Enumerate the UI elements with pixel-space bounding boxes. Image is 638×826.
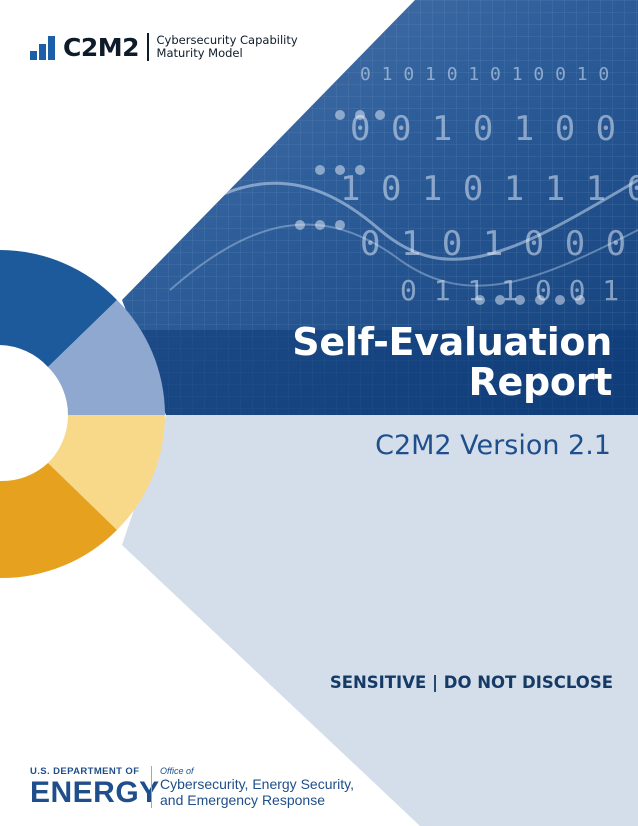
report-title-line2: Report (468, 360, 613, 404)
svg-text:0 0 1 0 1 0 0 1: 0 0 1 0 1 0 0 1 (350, 109, 638, 149)
report-version: C2M2 Version 2.1 (375, 430, 611, 461)
logo-subtitle-line1: Cybersecurity Capability (156, 33, 298, 47)
logo-acronym: C2M2 (63, 32, 140, 62)
svg-text:0 1 0 1 0 0 0 1 1 0: 0 1 0 1 0 0 0 1 1 0 (360, 224, 638, 264)
bar-chart-icon (30, 34, 57, 60)
logo-subtitle: Cybersecurity Capability Maturity Model (157, 34, 307, 60)
logo-subtitle-line2: Maturity Model (156, 46, 243, 60)
report-title: Self-Evaluation Report (292, 322, 612, 402)
svg-text:0 1 1 1 0 0 1: 0 1 1 1 0 0 1 (400, 274, 619, 307)
svg-text:0 1 0 1 0 1 0 1 0 0 1 0: 0 1 0 1 0 1 0 1 0 0 1 0 (360, 64, 609, 85)
c2m2-logo: C2M2 Cybersecurity Capability Maturity M… (30, 32, 307, 62)
doe-logo: U.S. DEPARTMENT OF ENERGY (30, 766, 160, 808)
report-title-line1: Self-Evaluation (292, 320, 612, 364)
office-prefix: Office of (160, 766, 194, 776)
classification-label: SENSITIVE | DO NOT DISCLOSE (329, 673, 613, 692)
office-line1: Cybersecurity, Energy Security, (160, 776, 354, 792)
office-line2: and Emergency Response (160, 792, 325, 808)
doe-department: U.S. DEPARTMENT OF (30, 766, 140, 777)
logo-divider (147, 33, 149, 61)
svg-text:1 0 1 0 1 1 1 0 0: 1 0 1 0 1 1 1 0 0 (340, 169, 638, 209)
lower-panel (122, 415, 638, 826)
maturity-ring (0, 250, 165, 579)
office-block: Office of Cybersecurity, Energy Security… (151, 766, 354, 808)
doe-agency: ENERGY (30, 776, 160, 809)
